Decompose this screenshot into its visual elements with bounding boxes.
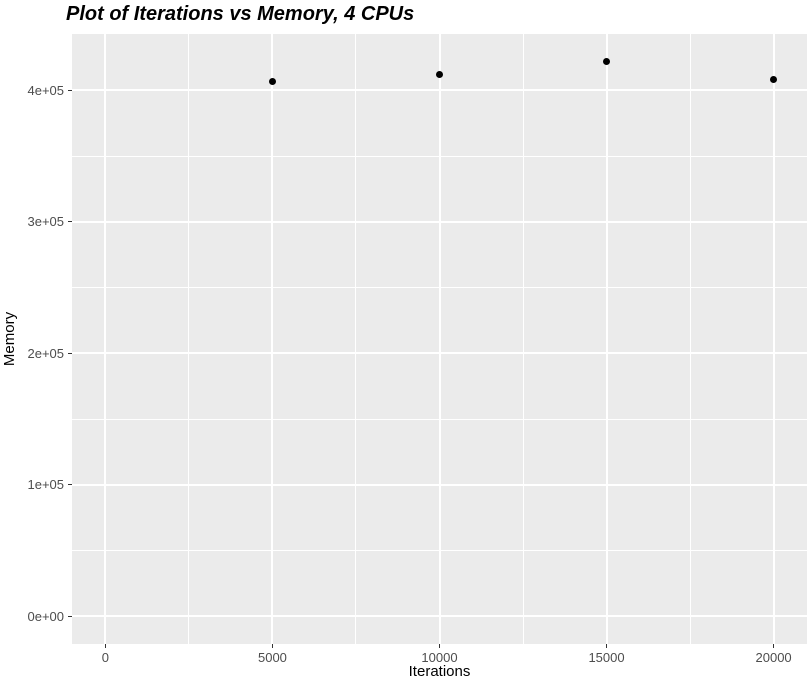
y-tick-mark: [68, 352, 72, 354]
x-tick-label: 0: [101, 650, 110, 665]
y-major-gridline: [72, 220, 807, 223]
x-major-gridline: [605, 34, 608, 644]
x-minor-gridline: [355, 34, 357, 644]
x-tick-mark: [104, 644, 106, 648]
y-tick-mark: [68, 89, 72, 91]
x-tick-mark: [606, 644, 608, 648]
x-minor-gridline: [522, 34, 524, 644]
chart-title: Plot of Iterations vs Memory, 4 CPUs: [66, 3, 415, 25]
x-major-gridline: [104, 34, 107, 644]
y-tick-label: 4e+05: [27, 82, 64, 98]
y-tick-label: 0e+00: [27, 608, 64, 624]
x-tick-label: 20000: [755, 650, 792, 665]
x-tick-label: 15000: [588, 650, 625, 665]
x-minor-gridline: [188, 34, 190, 644]
x-tick-mark: [271, 644, 273, 648]
y-tick-mark: [68, 615, 72, 617]
data-point: [603, 58, 611, 66]
y-major-gridline: [72, 615, 807, 618]
y-tick-mark: [68, 221, 72, 223]
y-major-gridline: [72, 89, 807, 92]
x-major-gridline: [438, 34, 441, 644]
y-tick-label: 3e+05: [27, 214, 64, 230]
y-tick-label: 2e+05: [27, 345, 64, 361]
x-tick-mark: [439, 644, 440, 648]
data-point: [770, 76, 778, 84]
x-tick-label: 5000: [257, 650, 287, 665]
data-point: [436, 70, 443, 78]
y-major-gridline: [72, 352, 807, 355]
plot-panel: [72, 34, 807, 644]
x-major-gridline: [271, 34, 274, 644]
x-axis-title: Iterations: [408, 663, 471, 680]
y-tick-mark: [68, 484, 72, 486]
x-tick-mark: [773, 644, 775, 648]
y-major-gridline: [72, 483, 807, 486]
x-major-gridline: [772, 34, 775, 644]
y-axis-title: Memory: [1, 311, 18, 367]
x-tick-label: 10000: [421, 650, 458, 665]
x-minor-gridline: [689, 34, 691, 644]
y-tick-label: 1e+05: [27, 477, 64, 493]
data-point: [268, 77, 276, 85]
